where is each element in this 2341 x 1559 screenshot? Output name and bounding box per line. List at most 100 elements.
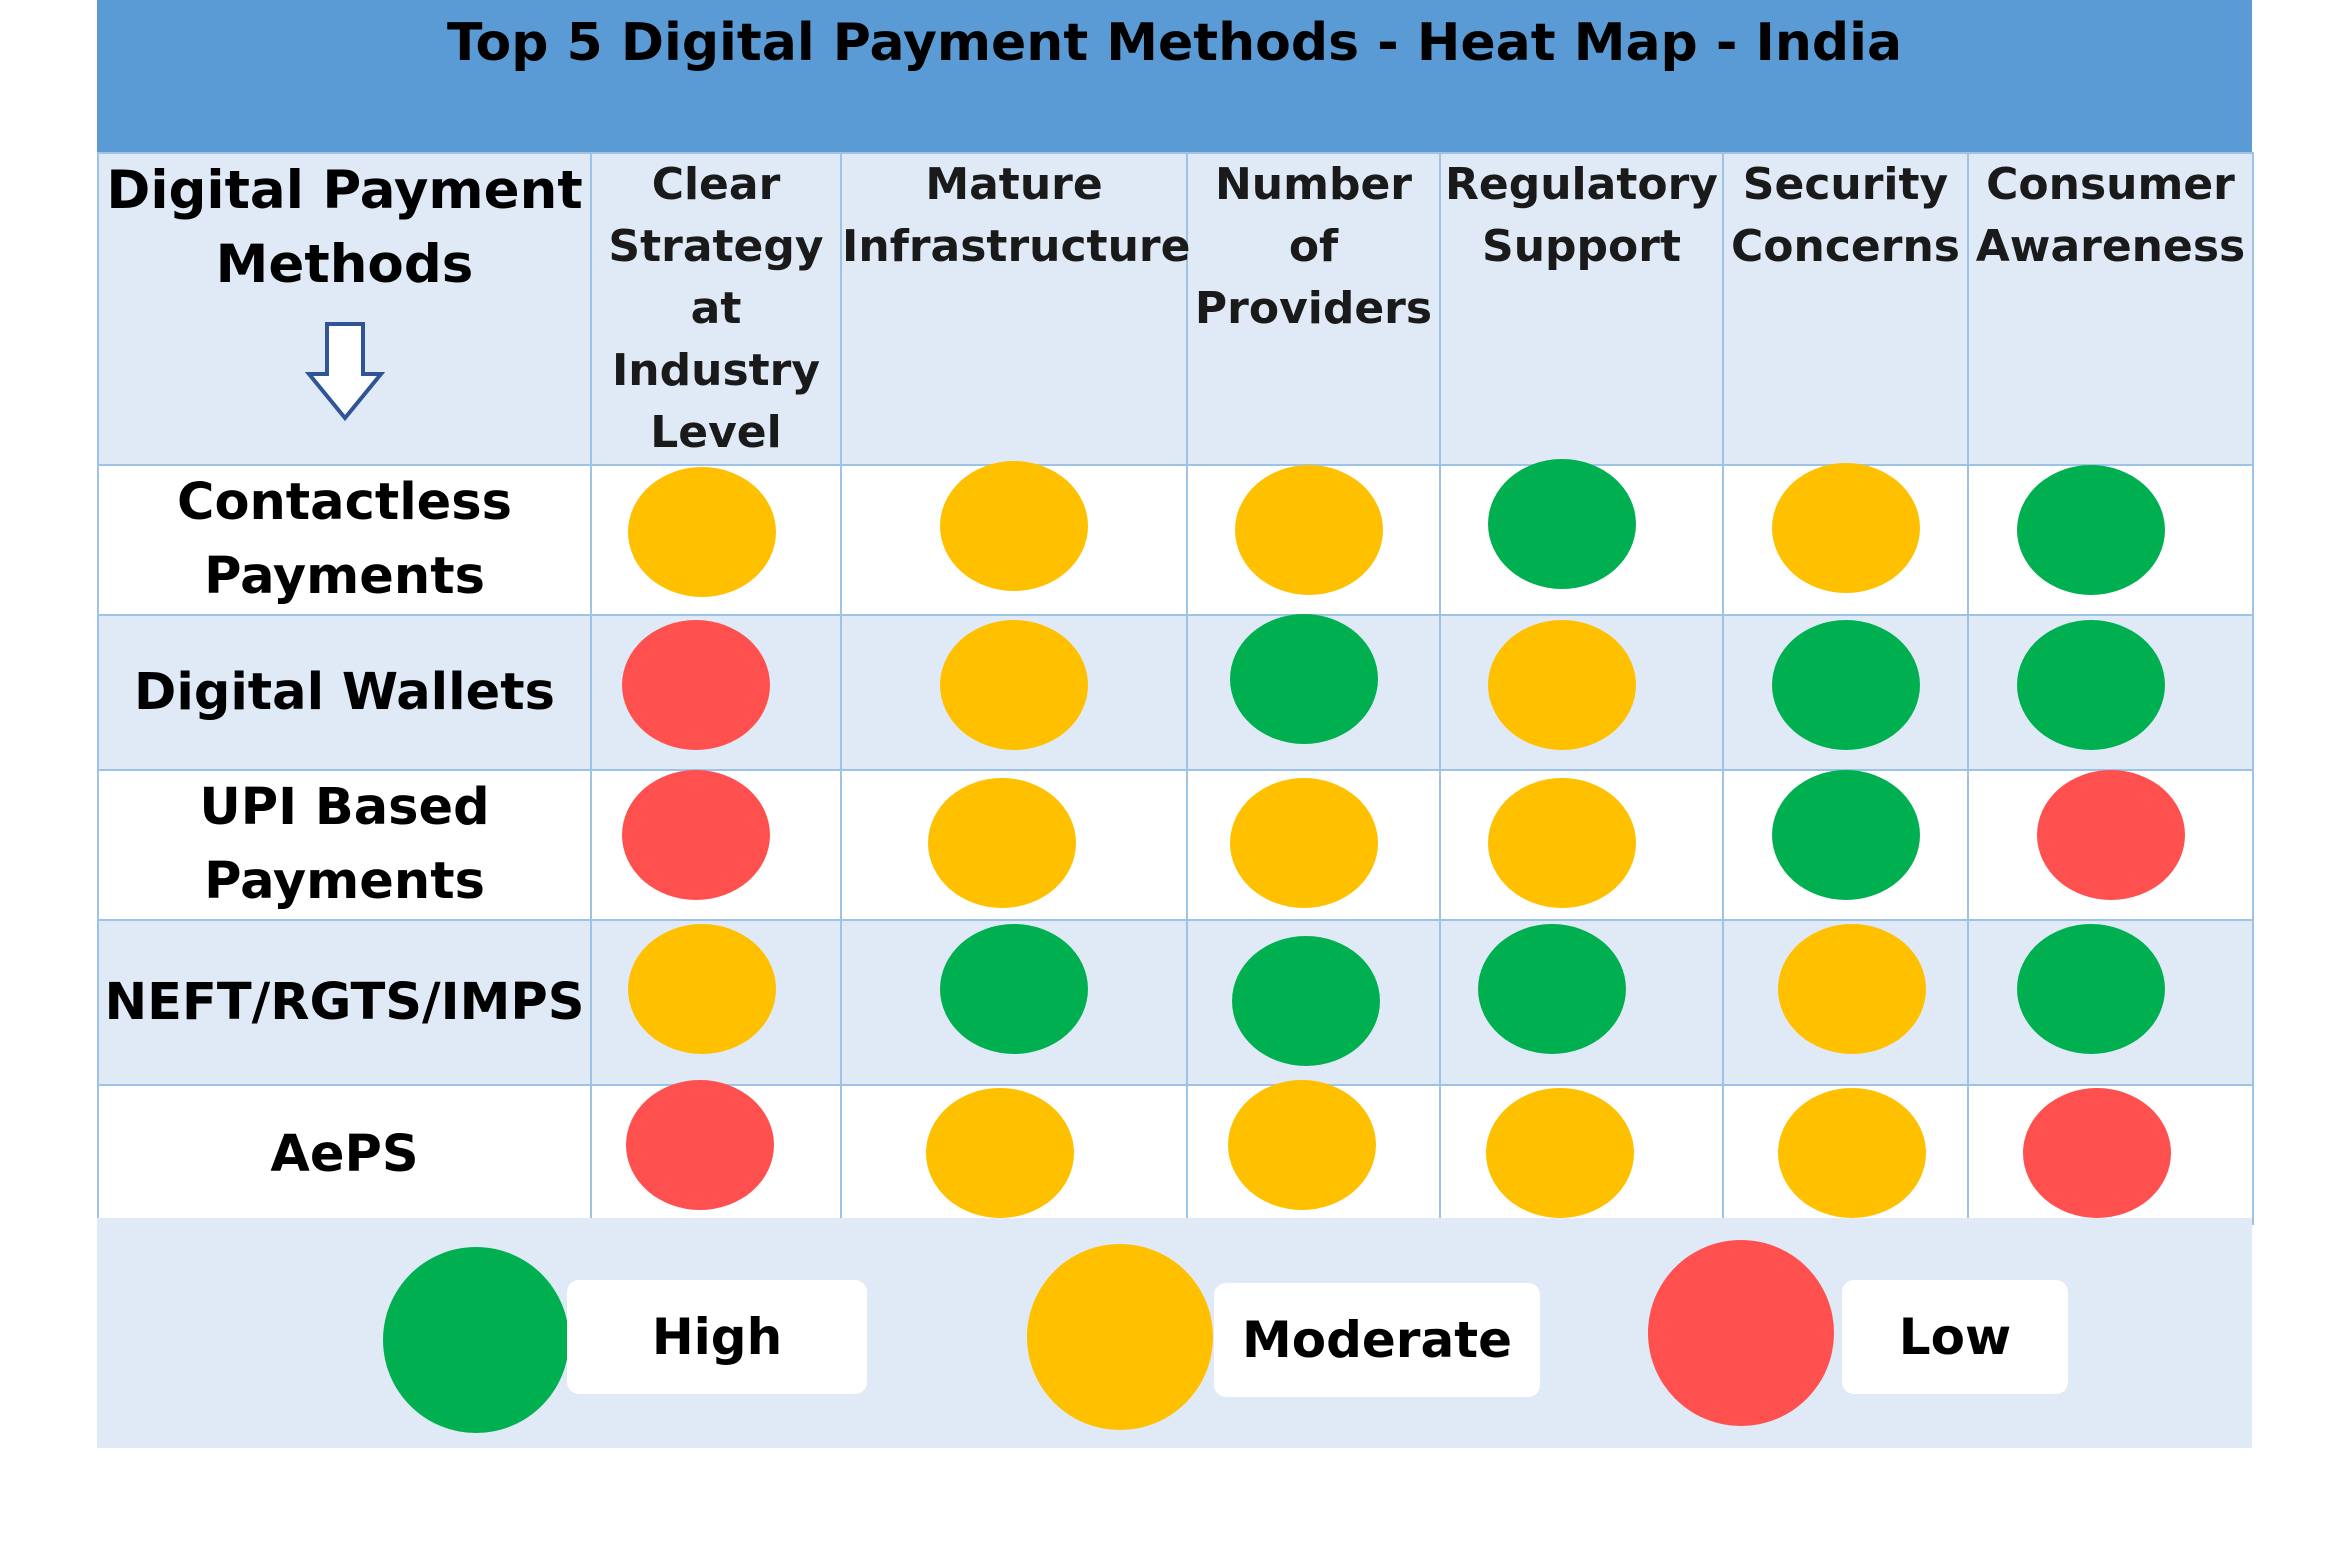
heat-dot-high <box>1487 459 1636 589</box>
heat-dot-moderate <box>940 461 1088 591</box>
heat-dot-low <box>2036 770 2185 900</box>
table-row: Contactless Payments <box>97 459 2254 616</box>
title-bar: Top 5 Digital Payment Methods - Heat Map… <box>97 0 2252 152</box>
row-label-line: AePS <box>270 1124 419 1184</box>
heat-dot-low <box>2022 1087 2171 1218</box>
heat-cell <box>1722 919 1969 1086</box>
column-header-line: Providers <box>1194 283 1433 334</box>
column-header-line: Mature <box>925 159 1103 210</box>
row-label-line: UPI Based <box>199 778 490 837</box>
legend-label-moderate: Moderate <box>1214 1283 1540 1397</box>
heat-dot-high <box>940 923 1088 1054</box>
table-row: NEFT/RGTS/IMPS <box>97 919 2254 1086</box>
heat-cell <box>1186 613 1441 771</box>
legend-swatch-moderate <box>1027 1244 1213 1430</box>
legend-swatch-high <box>383 1247 569 1433</box>
heat-dot-high <box>2016 923 2165 1054</box>
column-header: Security Concerns <box>1722 152 1969 466</box>
heat-cell <box>1439 614 1724 771</box>
legend: High Moderate Low <box>97 1218 2252 1448</box>
heat-cell <box>1439 919 1724 1086</box>
heat-cell <box>1967 464 2254 616</box>
heat-dot-high <box>2016 619 2165 750</box>
heat-dot-moderate <box>1229 778 1378 908</box>
heat-dot-high <box>1771 770 1920 900</box>
column-header-line: Infrastructure <box>842 221 1191 272</box>
heat-cell <box>1439 769 1724 921</box>
row-label: NEFT/RGTS/IMPS <box>97 919 592 1086</box>
heat-cell <box>1186 1079 1441 1225</box>
row-label-line: NEFT/RGTS/IMPS <box>104 972 585 1032</box>
heat-cell <box>1967 769 2254 921</box>
column-header: Number of Providers <box>1186 152 1441 466</box>
chart-title: Top 5 Digital Payment Methods - Heat Map… <box>446 13 1903 73</box>
heat-cell <box>590 614 842 771</box>
heat-cell <box>1722 463 1969 616</box>
heat-dot-low <box>622 770 770 900</box>
column-header: Clear Strategy at Industry Level <box>590 152 842 466</box>
heat-dot-moderate <box>1777 1087 1926 1218</box>
heat-dot-moderate <box>1227 1079 1376 1210</box>
row-header-label: Digital Payment Methods <box>97 152 592 466</box>
heat-dot-low <box>626 1079 774 1210</box>
column-header-line: Strategy <box>608 221 824 272</box>
heat-cell <box>1722 1084 1969 1225</box>
heat-cell <box>1967 614 2254 771</box>
table-row: AePS <box>97 1079 2254 1225</box>
column-header-line: Concerns <box>1731 221 1960 272</box>
column-header-line: of <box>1288 221 1339 272</box>
heat-cell <box>840 461 1188 616</box>
heat-dot-moderate <box>1777 923 1926 1054</box>
heat-dot-moderate <box>1487 778 1636 908</box>
heat-cell <box>840 769 1188 921</box>
heat-cell <box>1186 464 1441 616</box>
heat-dot-high <box>1477 923 1626 1054</box>
column-header-line: Regulatory <box>1445 159 1718 210</box>
heat-dot-high <box>1771 619 1920 750</box>
column-header: Consumer Awareness <box>1967 152 2254 466</box>
heat-dot-moderate <box>1234 465 1383 595</box>
heat-cell <box>1967 919 2254 1086</box>
heat-cell <box>590 919 842 1086</box>
column-header-line: Support <box>1482 221 1681 272</box>
column-header-line: Level <box>650 407 782 458</box>
heat-dot-high <box>1231 935 1380 1066</box>
down-arrow-icon <box>304 322 385 422</box>
heat-cell <box>840 1084 1188 1225</box>
heat-dot-moderate <box>628 467 776 597</box>
table-row: UPI Based Payments <box>97 769 2254 921</box>
heat-cell <box>590 464 842 616</box>
heat-dot-moderate <box>1487 619 1636 750</box>
column-header-line: Awareness <box>1975 221 2246 272</box>
heat-dot-moderate <box>928 778 1076 908</box>
row-header-line: Methods <box>215 234 474 295</box>
heat-dot-moderate <box>1485 1087 1634 1218</box>
heat-cell <box>840 919 1188 1086</box>
header-row: Digital Payment Methods Clear Strategy at Ind… <box>97 152 2254 466</box>
heat-dot-low <box>622 619 770 750</box>
heat-dot-moderate <box>628 923 776 1054</box>
row-label-line: Contactless <box>177 473 512 532</box>
legend-label-low: Low <box>1842 1280 2068 1394</box>
legend-swatch-low <box>1648 1240 1834 1426</box>
column-header-line: Consumer <box>1986 159 2235 210</box>
row-label-line: Payments <box>204 547 485 606</box>
heat-cell <box>590 769 842 921</box>
column-header-line: Clear <box>651 159 781 210</box>
heat-cell <box>1967 1084 2254 1225</box>
column-header-line: Security <box>1742 159 1949 210</box>
heat-cell <box>1439 1084 1724 1225</box>
heat-cell <box>1439 459 1724 616</box>
legend-label-high: High <box>567 1280 867 1394</box>
row-label-line: Payments <box>204 852 485 911</box>
table-row: Digital Wallets <box>97 613 2254 771</box>
heat-dot-high <box>1229 613 1378 744</box>
heat-cell <box>590 1079 842 1225</box>
row-header-line: Digital Payment <box>106 160 583 221</box>
row-label: UPI Based Payments <box>97 769 592 921</box>
heat-cell <box>1186 769 1441 921</box>
row-label-line: Digital Wallets <box>134 662 555 722</box>
column-header-line: at <box>690 283 742 334</box>
column-header-line: Industry <box>611 345 821 396</box>
row-label: Contactless Payments <box>97 464 592 616</box>
